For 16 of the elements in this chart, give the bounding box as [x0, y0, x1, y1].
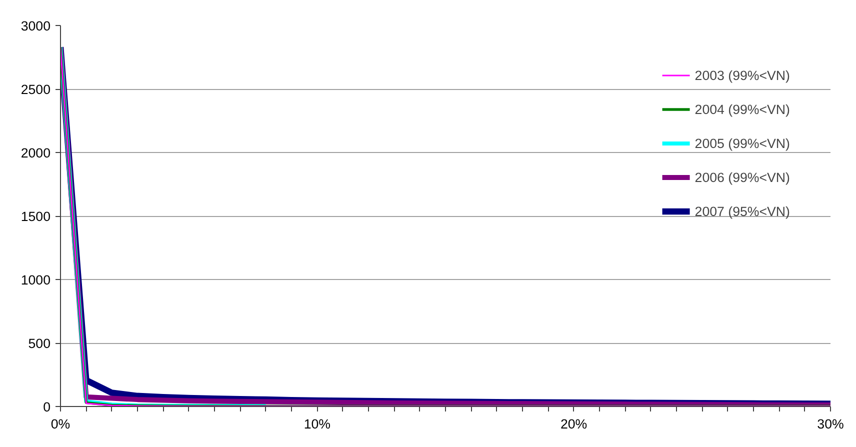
y-tick-label: 0	[43, 400, 51, 414]
x-tick-label: 0%	[50, 416, 70, 432]
legend-label: 2007 (95%<VN)	[694, 204, 790, 218]
y-tick-label: 500	[28, 336, 51, 351]
y-tick-label: 2000	[20, 146, 51, 160]
y-tick-label: 1500	[20, 209, 51, 224]
legend-label: 2004 (99%<VN)	[694, 102, 790, 116]
x-tick-label: 10%	[304, 416, 331, 432]
legend-label: 2006 (99%<VN)	[694, 170, 790, 184]
y-tick-label: 2500	[20, 82, 51, 97]
y-tick-label: 3000	[20, 18, 51, 34]
legend-label: 2005 (99%<VN)	[694, 136, 790, 150]
y-tick-label: 1000	[20, 272, 51, 288]
x-tick-label: 30%	[817, 416, 844, 432]
x-tick-label: 20%	[560, 416, 588, 432]
legend-label: 2003 (99%<VN)	[694, 68, 790, 82]
